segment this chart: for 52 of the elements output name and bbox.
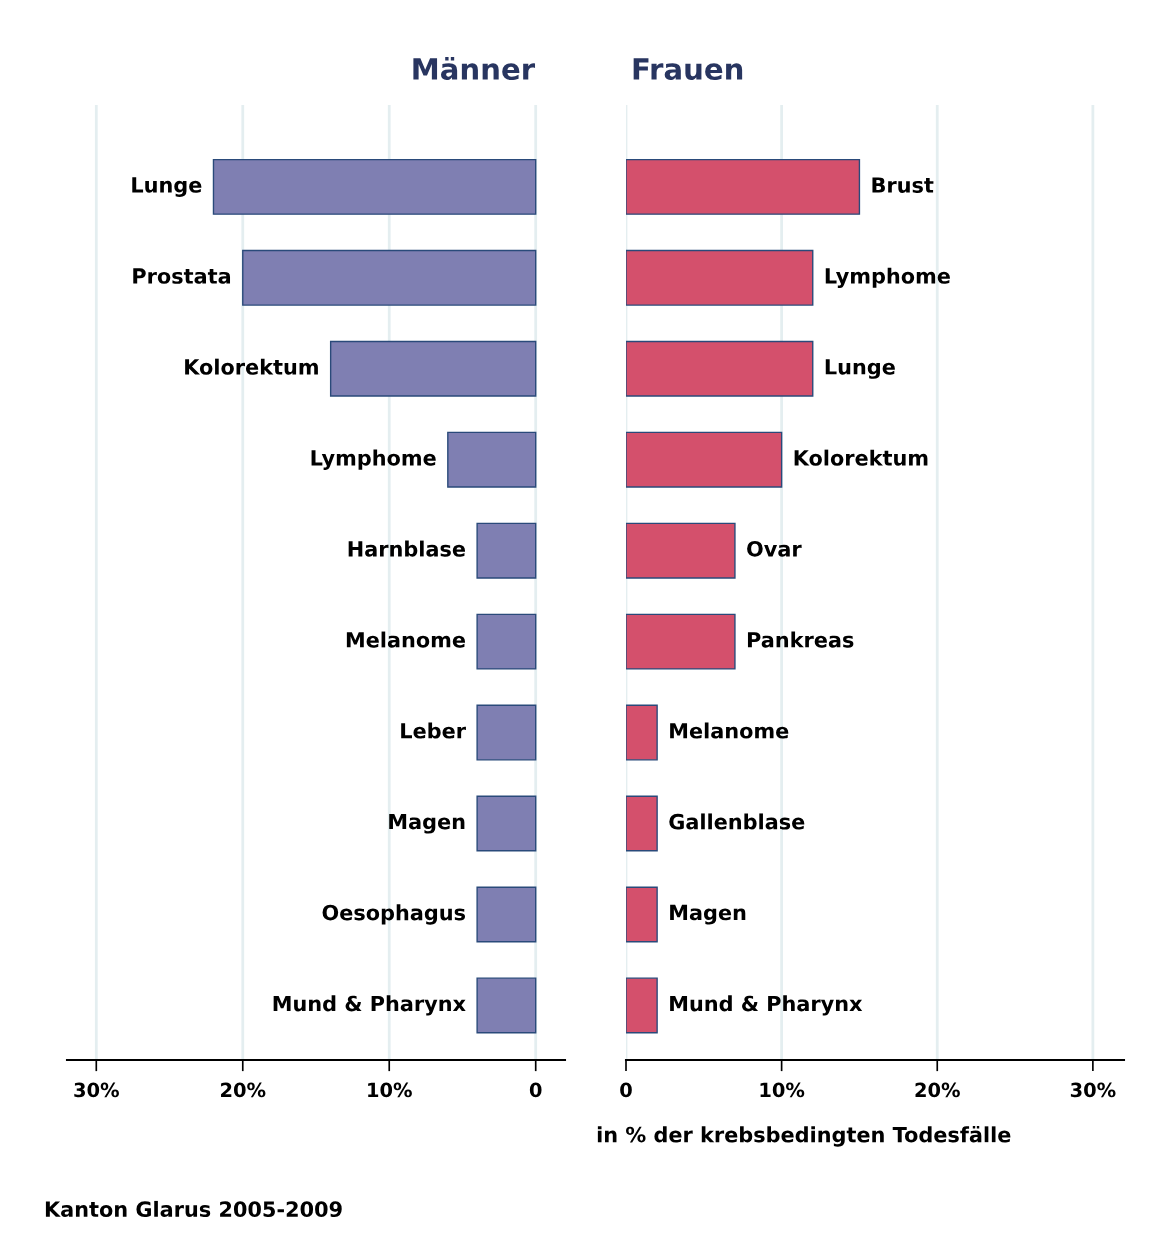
bar xyxy=(212,158,537,215)
bar xyxy=(476,886,537,943)
category-label: Kolorektum xyxy=(794,449,928,466)
category-label: Melanome xyxy=(346,631,465,648)
category-label: Lunge xyxy=(825,359,895,379)
bar xyxy=(476,795,537,852)
category-label: Lymphome xyxy=(825,267,950,288)
bar xyxy=(476,704,537,761)
bar xyxy=(626,613,736,670)
bar xyxy=(626,704,658,761)
bar xyxy=(626,977,658,1034)
x-tick-label: 0 xyxy=(529,1082,542,1098)
category-label: Lymphome xyxy=(311,449,436,470)
category-label: Gallenblase xyxy=(669,813,805,830)
bar xyxy=(447,431,537,488)
category-label: Prostata xyxy=(133,268,231,284)
x-tick-label: 10% xyxy=(368,1082,412,1098)
category-label: Lunge xyxy=(132,177,202,197)
bar xyxy=(476,977,537,1034)
category-label: Brust xyxy=(872,177,934,193)
text: Kanton Glarus 2005-2009 xyxy=(45,1200,342,1218)
bar xyxy=(626,340,814,397)
bar xyxy=(476,613,537,670)
category-label: Magen xyxy=(670,904,746,925)
bar xyxy=(626,431,783,488)
category-label: Ovar xyxy=(747,540,802,557)
category-label: Mund & Pharynx xyxy=(273,995,466,1016)
chart-title: Männer xyxy=(413,57,536,81)
x-tick-label: 30% xyxy=(1070,1082,1116,1098)
bar xyxy=(626,158,861,215)
bar xyxy=(626,795,658,852)
x-tick-label: 10% xyxy=(760,1082,805,1098)
category-label: Melanome xyxy=(670,722,789,739)
bar xyxy=(626,886,658,943)
category-label: Pankreas xyxy=(747,631,854,648)
category-label: Leber xyxy=(401,722,466,739)
bar xyxy=(476,522,537,579)
x-tick-label: 20% xyxy=(221,1082,266,1098)
bar xyxy=(329,340,537,397)
bar xyxy=(626,522,736,579)
category-label: Magen xyxy=(389,813,465,834)
chart-title: Frauen xyxy=(633,58,743,81)
bar xyxy=(242,249,537,306)
category-label: Oesophagus xyxy=(322,904,466,925)
bar xyxy=(626,249,814,306)
x-tick-label: 0 xyxy=(620,1082,632,1098)
x-tick-label: 30% xyxy=(74,1082,119,1098)
category-label: Harnblase xyxy=(348,540,465,557)
x-tick-label: 20% xyxy=(915,1082,960,1098)
category-label: Kolorektum xyxy=(185,358,318,375)
x-axis-title: in % der krebsbedingten Todesfälle xyxy=(597,1126,1011,1147)
category-label: Mund & Pharynx xyxy=(670,995,863,1016)
